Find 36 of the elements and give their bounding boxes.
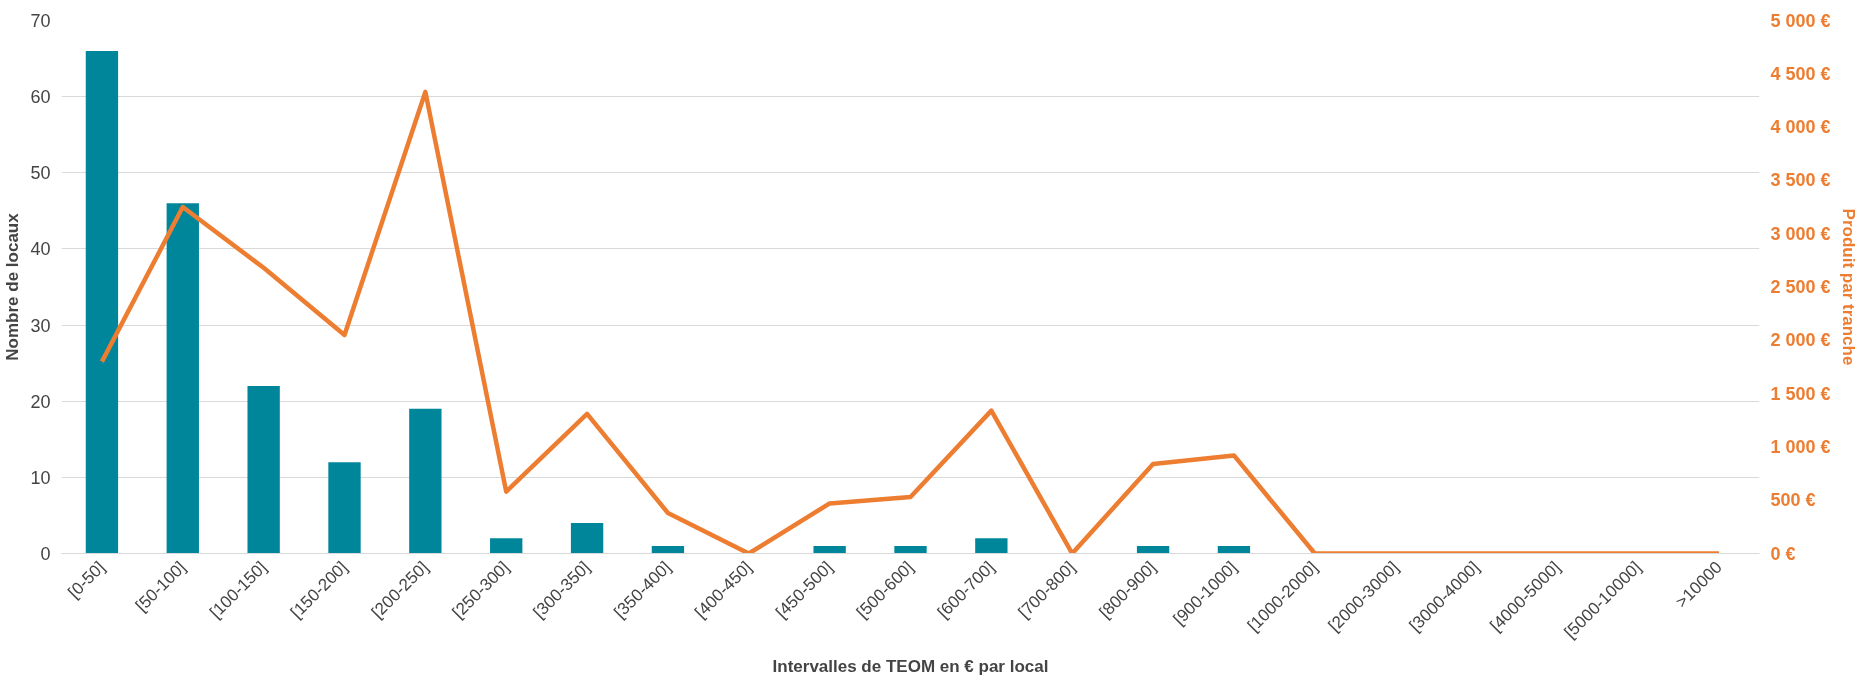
bar [1136, 545, 1170, 554]
y2-tick-label: 4 500 € [1770, 63, 1831, 84]
y2-tick-label: 2 500 € [1770, 277, 1831, 297]
y2-tick-label: 5 000 € [1770, 10, 1831, 31]
y-tick-label: 0 [40, 544, 51, 564]
y-tick-label: 40 [30, 239, 51, 260]
y2-tick-label: 1 500 € [1770, 383, 1831, 404]
y-axis-title: Nombre de locaux [3, 212, 23, 361]
bar [490, 538, 523, 554]
bar [894, 545, 927, 554]
y2-tick-label: 2 000 € [1770, 330, 1831, 351]
bar [813, 545, 846, 554]
y2-tick-label: 3 000 € [1770, 223, 1831, 244]
bar [409, 408, 442, 554]
y2-tick-label: 0 € [1770, 543, 1796, 564]
y-tick-label: 20 [30, 391, 51, 412]
y-tick-label: 30 [30, 315, 51, 336]
line-series [99, 89, 1722, 554]
y2-tick-label: 4 000 € [1770, 117, 1831, 138]
bar [651, 545, 685, 554]
bar [975, 538, 1008, 554]
y-tick-label: 70 [30, 11, 51, 31]
x-axis-title: Intervalles de TEOM en € par local [772, 656, 1049, 676]
y-tick-label: 60 [30, 87, 51, 108]
y2-tick-label: 500 € [1770, 490, 1816, 511]
bar [328, 462, 361, 554]
bar [166, 203, 199, 554]
bar [1217, 545, 1251, 554]
bar [247, 385, 280, 554]
y2-tick-label: 1 000 € [1770, 436, 1831, 457]
y-tick-label: 50 [30, 163, 51, 184]
y2-axis-title: Produit par tranche [1838, 208, 1858, 366]
y-tick-label: 10 [30, 467, 51, 488]
bar [85, 50, 119, 554]
bar [570, 523, 604, 554]
y2-tick-label: 3 500 € [1770, 170, 1831, 191]
